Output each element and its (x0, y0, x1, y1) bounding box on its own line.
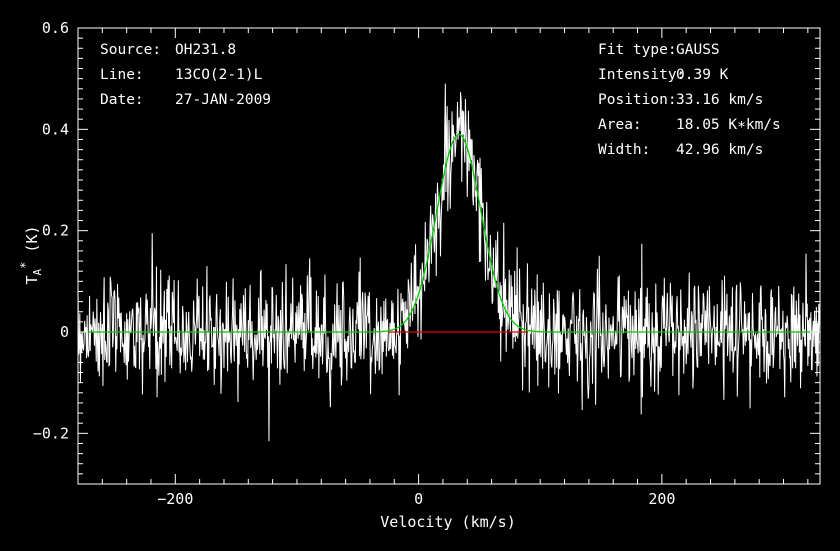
fit-info-value: 0.39 K (676, 67, 729, 83)
tick-labels: −200 0 200 −0.2 0 0.2 0.4 0.6 (33, 19, 676, 508)
source-info-label: Source: (100, 42, 161, 58)
fit-info-value: 18.05 K∗km/s (676, 117, 781, 133)
fit-info-value: GAUSS (676, 42, 720, 58)
source-info-label: Line: (100, 67, 144, 83)
fit-info-value: 42.96 km/s (676, 142, 763, 158)
plot-area (78, 83, 820, 442)
fit-info-label: Area: (598, 117, 642, 133)
gaussian-fit-series (78, 133, 820, 333)
y-axis-label-unit: (K) (23, 225, 41, 261)
plot-frame (77, 27, 821, 485)
fit-info-value: 33.16 km/s (676, 92, 763, 108)
fit-info-label: Position: (598, 92, 677, 108)
y-axis-label-sub: A (31, 268, 44, 275)
y-axis-label: TA* (K) (18, 225, 44, 284)
x-tick-label: 200 (648, 490, 675, 508)
source-info-value: 13CO(2-1)L (175, 67, 263, 83)
source-info-value: 27-JAN-2009 (175, 92, 271, 108)
source-info: Source: OH231.8 Line: 13CO(2-1)L Date: 27-JAN… (100, 42, 271, 108)
y-tick-label: 0.2 (42, 222, 69, 240)
axes (77, 27, 821, 485)
source-info-label: Date: (100, 92, 144, 108)
fit-info: Fit type: GAUSS Intensity:0.39 K Position: 3… (598, 42, 781, 158)
x-tick-label: 0 (414, 490, 423, 508)
x-axis-label: Velocity (km/s) (380, 513, 515, 531)
fit-info-label: Width: (598, 142, 650, 158)
source-info-value: OH231.8 (175, 42, 236, 58)
y-tick-label: 0 (60, 323, 69, 341)
y-tick-label: 0.4 (42, 120, 69, 138)
fit-info-label: Intensity: (598, 67, 685, 83)
x-tick-label: −200 (157, 490, 193, 508)
y-axis-label-sup: * (18, 262, 32, 269)
fit-info-label: Fit type: (598, 42, 677, 58)
y-axis-label-main: T (23, 275, 41, 284)
y-tick-label: −0.2 (33, 424, 69, 442)
y-tick-label: 0.6 (42, 19, 69, 37)
spectrum-series (78, 83, 820, 442)
